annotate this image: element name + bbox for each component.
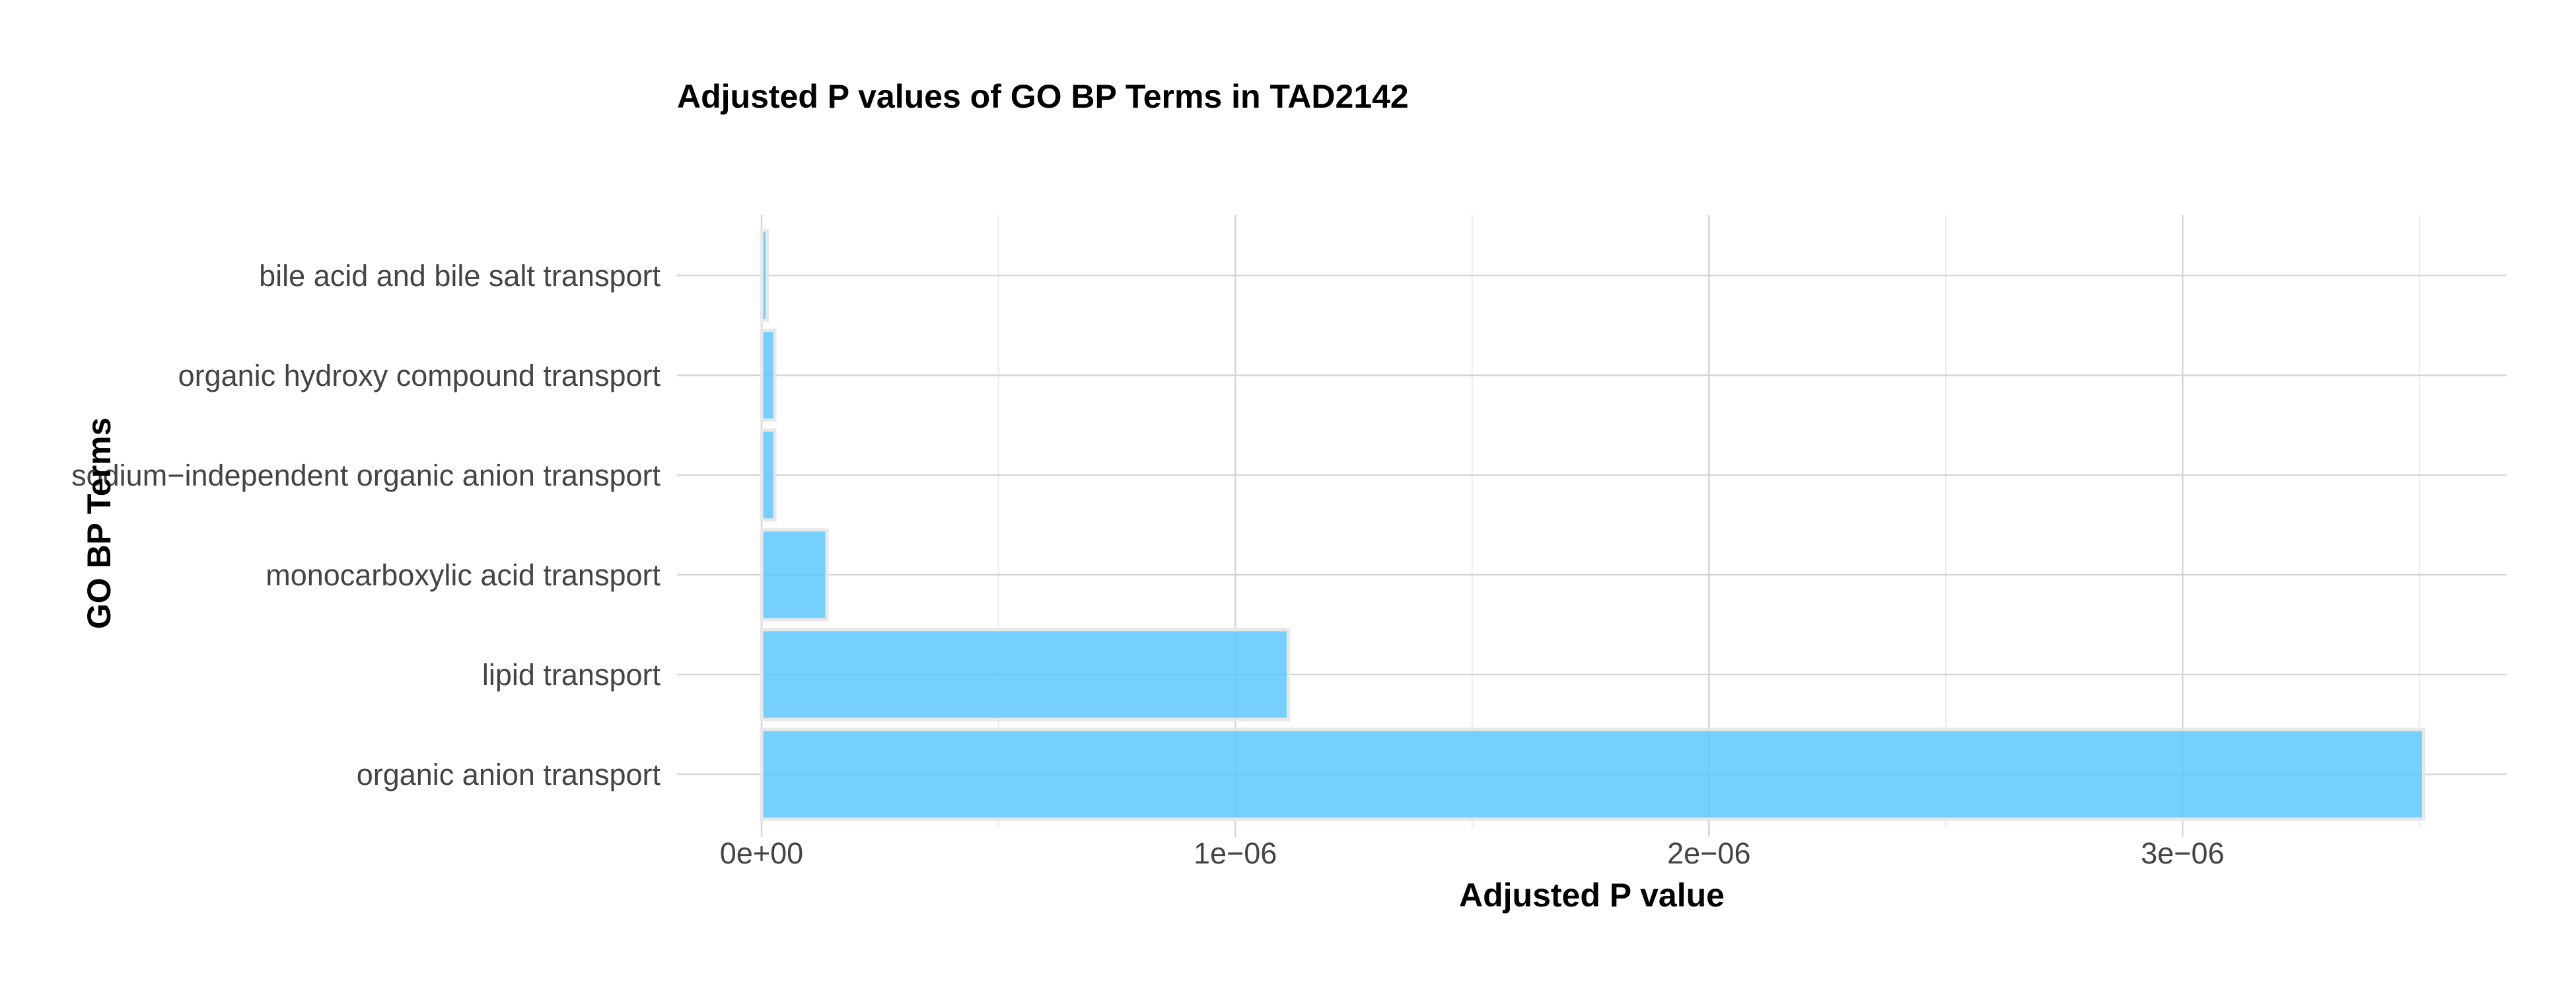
bars: [760, 229, 2425, 821]
x-axis-tick-labels: 0e+00 1e−06 2e−06 3e−06: [720, 829, 2225, 870]
bar-4: [760, 628, 1290, 721]
y-tick-label-0: bile acid and bile salt transport: [259, 259, 661, 293]
y-tick-label-3: monocarboxylic acid transport: [266, 558, 661, 592]
bar-3: [760, 528, 829, 622]
y-tick-label-2: sodium−independent organic anion transpo…: [71, 459, 661, 492]
x-tick-label-0: 0e+00: [720, 836, 803, 870]
bar-2: [760, 428, 777, 522]
y-tick-label-5: organic anion transport: [357, 758, 661, 791]
bar-5: [760, 727, 2425, 821]
x-tick-label-3: 3e−06: [2141, 836, 2224, 870]
y-axis-title: GO BP Terms: [81, 418, 118, 629]
bar-1: [760, 328, 777, 422]
chart-title: Adjusted P values of GO BP Terms in TAD2…: [677, 78, 1409, 115]
x-axis-title: Adjusted P value: [1459, 877, 1725, 914]
x-tick-label-2: 2e−06: [1667, 836, 1750, 870]
y-tick-label-4: lipid transport: [482, 658, 661, 692]
x-tick-label-1: 1e−06: [1194, 836, 1277, 870]
y-tick-label-1: organic hydroxy compound transport: [178, 359, 661, 392]
bar-0: [760, 229, 769, 322]
y-axis-tick-labels: bile acid and bile salt transport organic…: [71, 259, 661, 791]
